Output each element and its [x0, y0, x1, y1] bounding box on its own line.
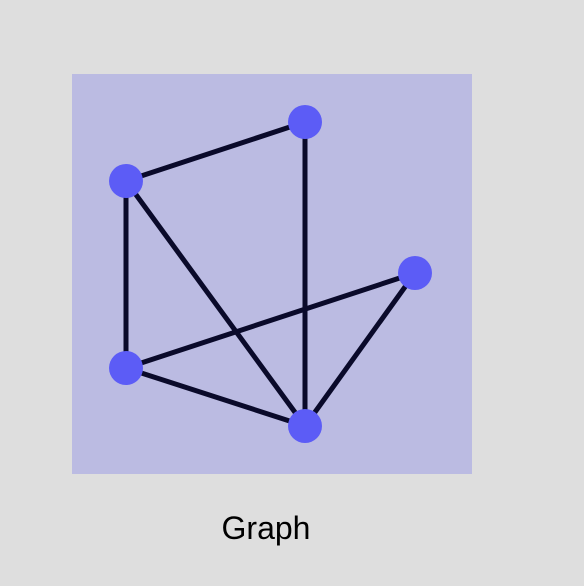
edge-lower-left-to-bottom-center — [123, 365, 308, 429]
graph-panel — [72, 74, 472, 474]
edge-lower-left-to-right — [123, 270, 418, 371]
node-upper-left — [109, 164, 143, 198]
node-top-center — [288, 105, 322, 139]
figure-caption: Graph — [221, 510, 311, 546]
nodes-layer — [109, 105, 432, 443]
node-lower-left — [109, 351, 143, 385]
node-bottom-center — [288, 409, 322, 443]
graph-canvas — [72, 74, 472, 474]
node-right — [398, 256, 432, 290]
edges-layer — [123, 119, 418, 429]
edge-upper-left-to-bottom-center — [123, 178, 308, 429]
edge-upper-left-to-top-center — [123, 119, 308, 184]
edge-right-to-bottom-center — [302, 270, 418, 429]
